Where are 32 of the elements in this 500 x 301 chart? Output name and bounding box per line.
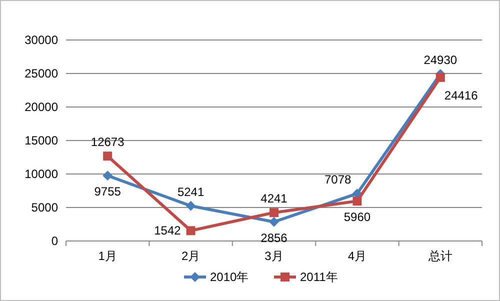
- y-tick-label: 0: [51, 234, 58, 248]
- legend-label: 2010年: [210, 270, 249, 284]
- y-tick-label: 10000: [24, 167, 58, 181]
- y-tick-label: 25000: [24, 66, 58, 80]
- y-tick-label: 15000: [24, 134, 58, 148]
- point: [102, 170, 113, 181]
- point: [270, 208, 278, 218]
- y-tick-label: 5000: [31, 200, 58, 214]
- data-label: 2856: [260, 230, 288, 245]
- point: [352, 196, 362, 206]
- data-label: 1542: [154, 224, 182, 238]
- data-label: 9755: [94, 184, 122, 199]
- point: [186, 226, 196, 236]
- data-label: 4241: [260, 192, 288, 206]
- data-label: 24930: [424, 52, 458, 67]
- data-label: 24416: [444, 88, 478, 102]
- x-tick-label: 1月: [98, 249, 117, 263]
- data-label: 5241: [177, 184, 204, 199]
- data-label: 5960: [344, 210, 371, 224]
- data-label: 7078: [324, 172, 352, 187]
- data-label: 12673: [90, 135, 125, 150]
- legend-label: 2011年: [300, 270, 338, 284]
- point: [103, 152, 112, 161]
- y-tick-label: 30000: [24, 33, 58, 47]
- x-tick-label: 4月: [348, 249, 367, 263]
- x-tick-label: 2月: [181, 249, 200, 263]
- x-tick-label: 总计: [427, 249, 452, 263]
- point: [436, 72, 445, 82]
- y-tick-label: 20000: [24, 100, 58, 114]
- point: [269, 216, 279, 227]
- point: [186, 200, 196, 211]
- x-tick-label: 3月: [264, 249, 284, 263]
